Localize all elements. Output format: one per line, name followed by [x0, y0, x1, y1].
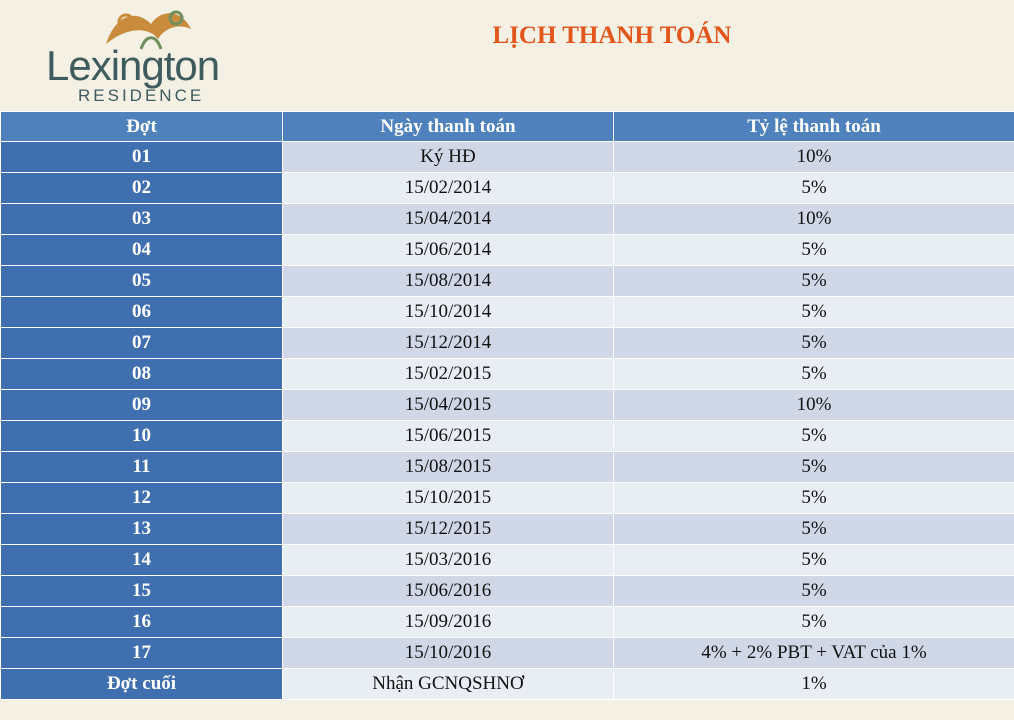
table-cell: 10	[0, 420, 283, 452]
table-cell: 15/10/2014	[282, 296, 614, 328]
table-cell: 15/03/2016	[282, 544, 614, 576]
table-cell: 06	[0, 296, 283, 328]
table-cell: 15/08/2015	[282, 451, 614, 483]
table-cell: 04	[0, 234, 283, 266]
table-row: 15 15/06/2016 5%	[0, 575, 1014, 607]
title: LỊCH THANH TOÁN	[492, 22, 732, 49]
table-cell: 12	[0, 482, 283, 514]
table-cell: 15/10/2015	[282, 482, 614, 514]
column-header: Đợt	[0, 111, 283, 142]
table-cell: 5%	[613, 265, 1014, 297]
table-cell: 15/04/2014	[282, 203, 614, 235]
table-cell: 15/12/2015	[282, 513, 614, 545]
table-cell: 16	[0, 606, 283, 638]
table-cell: 15/10/2016	[282, 637, 614, 669]
table-row: 02 15/02/2014 5%	[0, 172, 1014, 204]
table-cell: 5%	[613, 606, 1014, 638]
table-cell: 08	[0, 358, 283, 390]
logo-ornament	[106, 10, 191, 50]
table-cell: 10%	[613, 203, 1014, 235]
table-cell: 13	[0, 513, 283, 545]
logo-subtitle: RESIDENCE	[78, 86, 205, 105]
payment-table: Đợt Ngày thanh toán Tỷ lệ thanh toán 01 Ký …	[0, 111, 1014, 700]
table-cell: 5%	[613, 234, 1014, 266]
table-cell: 15/12/2014	[282, 327, 614, 359]
table-row: 12 15/10/2015 5%	[0, 482, 1014, 514]
table-cell: 15/06/2015	[282, 420, 614, 452]
table-row: 04 15/06/2014 5%	[0, 234, 1014, 266]
table-row: 01 Ký HĐ 10%	[0, 141, 1014, 173]
table-cell: Ký HĐ	[282, 141, 614, 173]
column-header: Ngày thanh toán	[282, 111, 614, 142]
table-cell: 4% + 2% PBT + VAT của 1%	[613, 637, 1014, 669]
table-cell: 5%	[613, 513, 1014, 545]
table-row: 11 15/08/2015 5%	[0, 451, 1014, 483]
table-row: 09 15/04/2015 10%	[0, 389, 1014, 421]
table-row: 13 15/12/2015 5%	[0, 513, 1014, 545]
table-row: 16 15/09/2016 5%	[0, 606, 1014, 638]
table-cell: 5%	[613, 172, 1014, 204]
table-cell: 01	[0, 141, 283, 173]
table-cell: 09	[0, 389, 283, 421]
table-cell: 05	[0, 265, 283, 297]
table-row: 05 15/08/2014 5%	[0, 265, 1014, 297]
table-row: 14 15/03/2016 5%	[0, 544, 1014, 576]
table-cell: 15/06/2016	[282, 575, 614, 607]
table-cell: 5%	[613, 296, 1014, 328]
table-cell: 07	[0, 327, 283, 359]
table-cell: Đợt cuối	[0, 668, 283, 700]
table-cell: 02	[0, 172, 283, 204]
table-row: 03 15/04/2014 10%	[0, 203, 1014, 235]
header-row: Đợt Ngày thanh toán Tỷ lệ thanh toán	[0, 111, 1014, 142]
table-cell: Nhận GCNQSHNƠ	[282, 668, 614, 700]
table-cell: 15/06/2014	[282, 234, 614, 266]
table-cell: 5%	[613, 544, 1014, 576]
table-cell: 15/04/2015	[282, 389, 614, 421]
table-row: 17 15/10/2016 4% + 2% PBT + VAT của 1%	[0, 637, 1014, 669]
table-cell: 15	[0, 575, 283, 607]
table-cell: 10%	[613, 141, 1014, 173]
table-cell: 5%	[613, 420, 1014, 452]
table-cell: 14	[0, 544, 283, 576]
table-row: 06 15/10/2014 5%	[0, 296, 1014, 328]
table-cell: 15/09/2016	[282, 606, 614, 638]
table-cell: 15/02/2014	[282, 172, 614, 204]
table-cell: 5%	[613, 482, 1014, 514]
table-row: 07 15/12/2014 5%	[0, 327, 1014, 359]
table-cell: 03	[0, 203, 283, 235]
table-cell: 5%	[613, 358, 1014, 390]
table-row: 10 15/06/2015 5%	[0, 420, 1014, 452]
table-cell: 15/08/2014	[282, 265, 614, 297]
table-cell: 15/02/2015	[282, 358, 614, 390]
column-header: Tỷ lệ thanh toán	[613, 111, 1014, 142]
table-cell: 5%	[613, 451, 1014, 483]
table-cell: 11	[0, 451, 283, 483]
header: Lexington RESIDENCE LỊCH THANH TOÁN	[0, 0, 1014, 111]
table-cell: 10%	[613, 389, 1014, 421]
table-row: Đợt cuối Nhận GCNQSHNƠ 1%	[0, 668, 1014, 700]
table-body: 01 Ký HĐ 10% 02 15/02/2014 5% 03 15/04/2014 10% 0…	[0, 141, 1014, 700]
table-cell: 17	[0, 637, 283, 669]
table-cell: 5%	[613, 575, 1014, 607]
table-cell: 5%	[613, 327, 1014, 359]
table-row: 08 15/02/2015 5%	[0, 358, 1014, 390]
logo-name: Lexington	[46, 42, 220, 89]
table-cell: 1%	[613, 668, 1014, 700]
